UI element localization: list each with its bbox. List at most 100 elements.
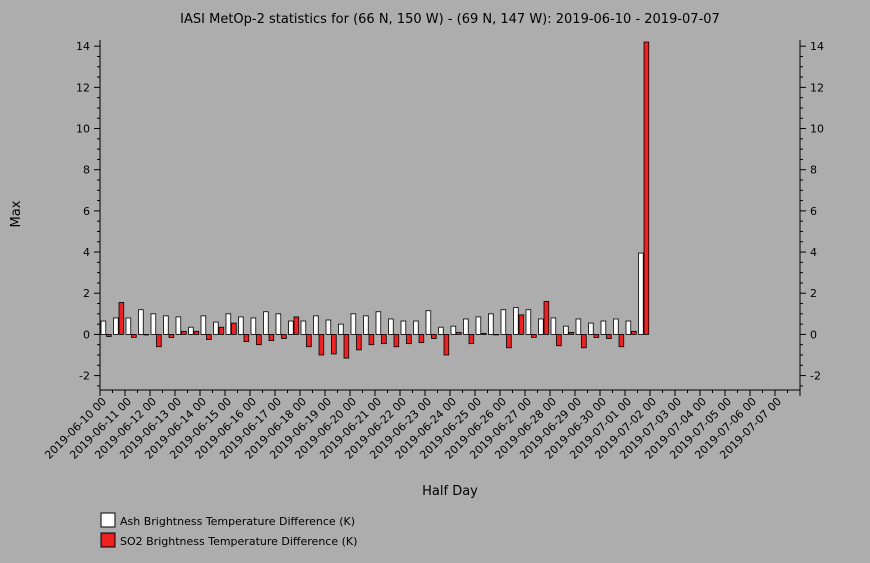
ash-bar — [338, 323, 344, 335]
ash-bar — [438, 326, 444, 335]
so2-bar — [481, 332, 487, 335]
y-tick-label-right: 12 — [810, 81, 824, 94]
so2-bar — [506, 334, 512, 349]
ash-bar — [150, 313, 157, 335]
ash-bar — [550, 317, 557, 335]
legend: Ash Brightness Temperature Difference (K… — [100, 512, 357, 548]
so2-bar — [356, 334, 362, 351]
chart-title: IASI MetOp-2 statistics for (66 N, 150 W… — [180, 12, 720, 27]
so2-bar — [368, 334, 375, 346]
so2-bar — [618, 334, 625, 348]
so2-bar — [243, 334, 250, 343]
so2-bar — [193, 330, 200, 335]
so2-bar — [443, 334, 450, 356]
y-tick-label-right: 8 — [810, 164, 817, 177]
so2-bar — [231, 322, 237, 335]
ash-bar — [600, 320, 607, 335]
so2-bar — [168, 334, 175, 338]
ash-bar — [375, 311, 382, 335]
ash-bar — [538, 318, 544, 335]
ash-bar — [275, 313, 282, 335]
ash-bar — [125, 317, 132, 335]
so2-bar — [468, 334, 475, 345]
ash-bar — [613, 318, 619, 335]
so2-bar — [593, 334, 600, 338]
so2-bar — [281, 334, 287, 339]
ash-bar — [363, 315, 369, 335]
ash-bar — [413, 320, 419, 335]
y-tick-label-left: 2 — [83, 287, 90, 300]
y-tick-label-left: 10 — [76, 123, 90, 136]
ash-bar — [263, 311, 269, 335]
ash-bar — [488, 313, 494, 335]
ash-bar — [525, 309, 532, 335]
ash-bar — [238, 316, 244, 335]
so2-bar — [306, 334, 312, 348]
ash-bar — [625, 320, 632, 335]
x-axis-label: Half Day — [422, 484, 478, 499]
ash-bar — [388, 318, 394, 335]
so2-bar — [106, 334, 112, 337]
y-axis-label: Max — [9, 200, 24, 227]
y-tick-label-right: 4 — [810, 246, 817, 259]
so2-bar — [431, 334, 437, 339]
so2-bar — [493, 334, 500, 336]
so2-bar — [331, 334, 337, 355]
so2-bar — [381, 334, 387, 345]
so2-bar — [543, 301, 550, 335]
y-tick-label-left: 8 — [83, 164, 90, 177]
ash-bar — [200, 315, 207, 335]
so2-bar — [318, 334, 325, 356]
ash-bar — [325, 319, 332, 335]
legend-label: Ash Brightness Temperature Difference (K… — [120, 515, 355, 528]
ash-bar — [463, 318, 469, 335]
ash-bar — [588, 322, 594, 335]
so2-bar — [181, 330, 187, 335]
y-tick-label-left: 0 — [83, 328, 90, 341]
so2-bar — [131, 334, 137, 338]
so2-bar — [343, 334, 350, 359]
ash-bar — [213, 321, 219, 335]
so2-bar — [218, 326, 225, 335]
ash-bar — [188, 326, 194, 335]
so2-bar — [118, 302, 125, 335]
y-tick-label-right: 14 — [810, 40, 824, 53]
so2-bar — [643, 41, 650, 335]
ash-bar — [575, 318, 582, 335]
so2-bar — [581, 334, 587, 349]
so2-bar — [631, 330, 637, 335]
legend-swatch — [100, 512, 116, 528]
y-tick-label-left: 6 — [83, 205, 90, 218]
ash-bar — [425, 310, 432, 335]
ash-bar — [563, 325, 569, 335]
y-tick-label-right: 2 — [810, 287, 817, 300]
ash-bar — [138, 309, 144, 335]
ash-bar — [450, 325, 457, 335]
so2-bar — [256, 334, 262, 346]
ash-bar — [500, 309, 507, 335]
so2-bar — [556, 334, 562, 347]
ash-bar — [400, 320, 407, 335]
y-tick-label-left: 4 — [83, 246, 90, 259]
ash-bar — [225, 313, 232, 335]
so2-bar — [568, 331, 575, 335]
y-tick-label-left: -2 — [79, 370, 90, 383]
ash-bar — [113, 317, 119, 335]
y-tick-label-left: 12 — [76, 81, 90, 94]
so2-bar — [206, 334, 212, 340]
y-tick-label-right: 6 — [810, 205, 817, 218]
y-tick-label-left: 14 — [76, 40, 90, 53]
ash-bar — [313, 315, 319, 335]
so2-bar — [406, 334, 412, 345]
ash-bar — [638, 252, 644, 335]
legend-swatch — [100, 532, 116, 548]
ash-bar — [175, 316, 182, 335]
y-tick-label-right: 10 — [810, 123, 824, 136]
ash-bar — [513, 307, 519, 335]
so2-bar — [293, 316, 300, 335]
ash-bar — [100, 320, 107, 335]
so2-bar — [606, 334, 612, 339]
so2-bar — [393, 334, 400, 348]
